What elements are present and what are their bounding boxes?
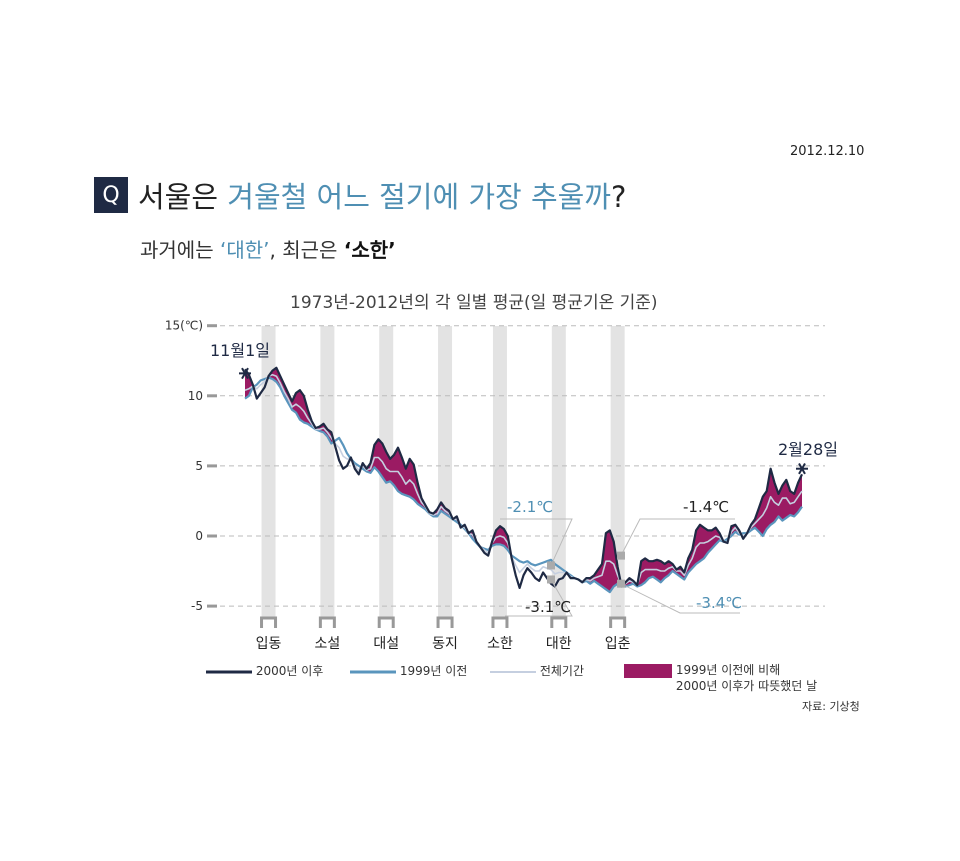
title-part-c: ? <box>610 180 627 214</box>
title-part-a: 서울은 <box>138 180 228 214</box>
chart-title: 1973년-2012년의 각 일별 평균(일 평균기온 기준) <box>290 293 658 313</box>
page-subtitle: 과거에는 ‘대한’, 최근은 ‘소한’ <box>140 234 396 263</box>
start-snowflake-icon <box>239 367 251 380</box>
legend-overall-label: 전체기간 <box>539 664 584 678</box>
legend-after2000-label: 2000년 이후 <box>255 664 324 678</box>
annotation-leader-1 <box>505 579 573 617</box>
annotation-leader-2 <box>620 518 735 556</box>
term-label-동지: 동지 <box>432 636 458 652</box>
legend-before1999-label: 1999년 이전 <box>399 664 468 678</box>
annotation-marker-0 <box>547 561 555 570</box>
term-label-입동: 입동 <box>256 636 282 652</box>
date-label: 2012.12.10 <box>790 144 865 159</box>
term-bracket-소한 <box>491 616 509 628</box>
ytick-label-0: 0 <box>195 529 203 543</box>
term-bracket-동지 <box>436 616 454 628</box>
question-badge: Q <box>94 177 128 213</box>
end-snowflake-icon <box>796 463 808 475</box>
term-label-입춘: 입춘 <box>605 636 631 652</box>
term-label-대설: 대설 <box>373 636 399 652</box>
legend-warmer-swatch <box>624 664 672 678</box>
start-date-label: 11월1일 <box>210 341 270 360</box>
ytick-label-15: 15(℃) <box>165 319 203 333</box>
annotation-label-1: -3.1℃ <box>525 598 571 616</box>
term-band-대한 <box>551 326 566 618</box>
annotation-leader-3 <box>620 583 740 614</box>
term-band-소설 <box>320 326 335 618</box>
series-line-after2000 <box>244 366 803 589</box>
legend-warmer: 1999년 이전에 비해 2000년 이후가 따뜻했던 날 <box>624 662 817 694</box>
source-note: 자료: 기상청 <box>802 700 860 713</box>
legend-warmer-line1: 1999년 이전에 비해 <box>675 663 781 677</box>
subtitle-part-c: , 최근은 <box>269 238 344 262</box>
end-snowflake-icon-stroke <box>798 463 806 475</box>
start-snowflake-icon-stroke <box>241 367 249 380</box>
term-label-소한: 소한 <box>487 636 513 652</box>
term-bracket-대한 <box>550 616 568 628</box>
annotation-leader-0 <box>500 518 573 566</box>
ytick-label-10: 10 <box>188 389 203 403</box>
legend-after2000: 2000년 이후 <box>206 662 323 679</box>
legend-warmer-line2: 2000년 이후가 따뜻했던 날 <box>675 679 818 693</box>
legend-overall: 전체기간 <box>490 662 584 679</box>
annotation-label-0: -2.1℃ <box>507 498 553 516</box>
legend-before1999: 1999년 이전 <box>350 662 467 679</box>
subtitle-part-a: 과거에는 <box>140 238 220 262</box>
subtitle-highlight-daehan: ‘대한’ <box>219 238 270 262</box>
term-bracket-입춘 <box>609 616 627 628</box>
legend-overall-swatch <box>490 670 536 673</box>
term-bracket-입동 <box>260 616 278 628</box>
legend-before1999-swatch <box>350 670 396 673</box>
page-title: 서울은 겨울철 어느 절기에 가장 추울까? <box>138 174 626 216</box>
annotation-label-2: -1.4℃ <box>683 498 729 516</box>
term-label-소설: 소설 <box>314 636 340 652</box>
annotation-marker-1 <box>547 575 555 584</box>
annotation-marker-2 <box>617 551 625 560</box>
title-highlight: 겨울철 어느 절기에 가장 추울까 <box>227 180 611 214</box>
legend-after2000-swatch <box>206 670 252 673</box>
end-date-label: 2월28일 <box>778 440 838 459</box>
annotation-label-3: -3.4℃ <box>696 594 742 612</box>
term-band-소한 <box>492 326 507 618</box>
term-bracket-대설 <box>377 616 395 628</box>
term-band-입동 <box>261 326 276 618</box>
subtitle-highlight-sohan: ‘소한’ <box>343 238 396 262</box>
ytick-label--5: -5 <box>191 599 203 613</box>
term-bracket-소설 <box>318 616 336 628</box>
series-line-before1999 <box>244 376 803 594</box>
term-label-대한: 대한 <box>546 636 572 652</box>
term-band-동지 <box>438 326 453 618</box>
ytick-label-5: 5 <box>195 459 203 473</box>
series-line-overall <box>244 374 803 586</box>
annotation-marker-3 <box>617 579 625 588</box>
